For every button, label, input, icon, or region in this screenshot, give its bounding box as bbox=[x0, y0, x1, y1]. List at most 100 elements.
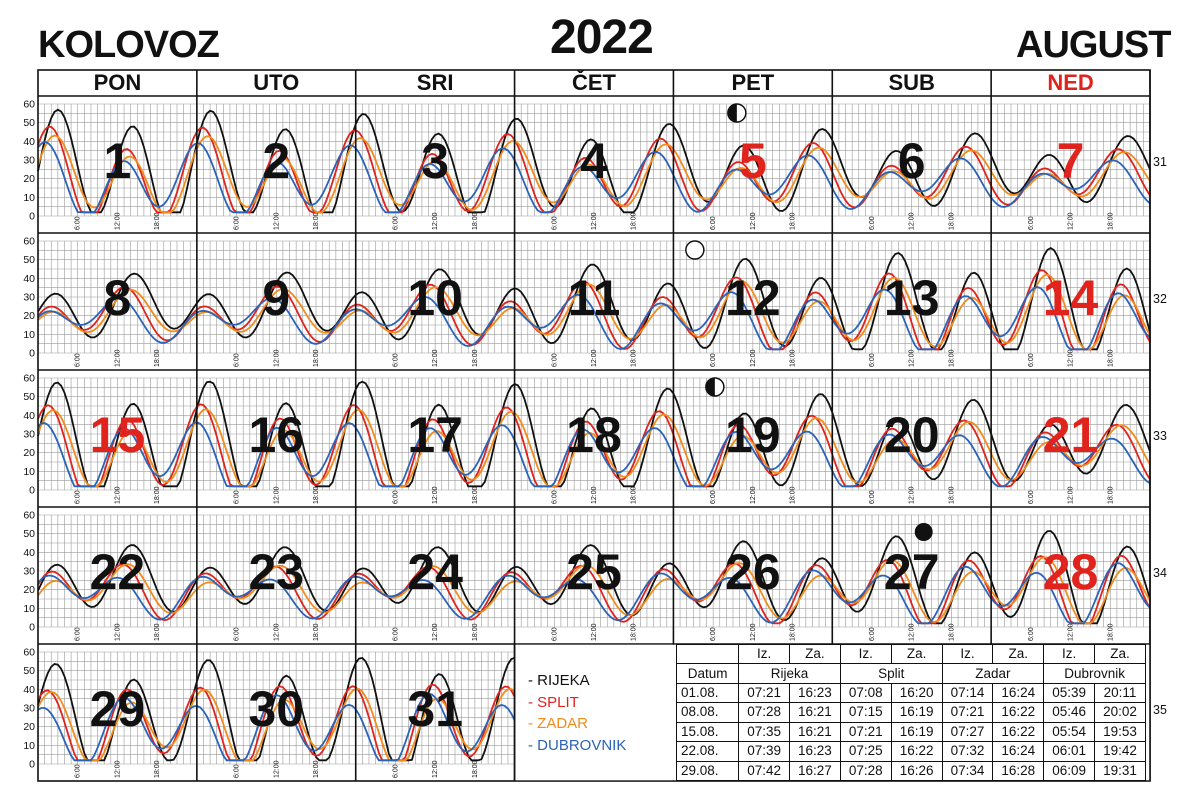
y-tick-label: 40 bbox=[23, 273, 35, 285]
x-tick-label: 18:00 bbox=[790, 486, 797, 504]
y-tick-label: 10 bbox=[23, 192, 35, 204]
table-cell: 16:24 bbox=[992, 741, 1045, 762]
table-header-iz: Iz. bbox=[941, 643, 994, 665]
table-header-za: Za. bbox=[992, 643, 1045, 665]
x-tick-label: 12:00 bbox=[432, 212, 439, 230]
y-tick-label: 30 bbox=[23, 566, 35, 578]
y-tick-label: 30 bbox=[23, 703, 35, 715]
x-tick-label: 18:00 bbox=[472, 623, 479, 641]
y-tick-label: 50 bbox=[23, 665, 35, 677]
x-tick-label: 18:00 bbox=[1107, 212, 1114, 230]
day-number-4: 4 bbox=[580, 133, 608, 189]
x-tick-label: 6:00 bbox=[234, 216, 241, 230]
x-tick-label: 12:00 bbox=[750, 486, 757, 504]
x-tick-label: 18:00 bbox=[948, 349, 955, 367]
moon-phase-new-icon bbox=[914, 523, 933, 541]
day-number-26: 26 bbox=[725, 544, 781, 600]
tide-curve-dubrovnik-week-34 bbox=[37, 562, 1151, 625]
x-tick-label: 6:00 bbox=[1028, 216, 1035, 230]
x-tick-label: 18:00 bbox=[631, 486, 638, 504]
legend: - RIJEKA - SPLIT - ZADAR - DUBROVNIK bbox=[528, 670, 626, 756]
x-tick-label: 12:00 bbox=[909, 486, 916, 504]
x-tick-label: 6:00 bbox=[1028, 353, 1035, 367]
x-tick-label: 18:00 bbox=[154, 349, 161, 367]
x-tick-label: 6:00 bbox=[710, 627, 717, 641]
x-tick-label: 12:00 bbox=[1068, 486, 1075, 504]
x-tick-label: 12:00 bbox=[591, 623, 598, 641]
y-tick-label: 40 bbox=[23, 410, 35, 422]
table-city-split: Split bbox=[839, 663, 943, 684]
table-city-zadar: Zadar bbox=[941, 663, 1045, 684]
day-number-25: 25 bbox=[566, 544, 622, 600]
table-header-za: Za. bbox=[1094, 643, 1146, 665]
y-tick-label: 40 bbox=[23, 136, 35, 148]
x-tick-label: 6:00 bbox=[392, 764, 399, 778]
x-tick-label: 18:00 bbox=[313, 486, 320, 504]
x-tick-label: 6:00 bbox=[551, 353, 558, 367]
x-tick-label: 12:00 bbox=[591, 486, 598, 504]
table-cell: 07:28 bbox=[738, 702, 791, 723]
day-number-12: 12 bbox=[725, 270, 781, 326]
x-tick-label: 18:00 bbox=[472, 212, 479, 230]
day-number-6: 6 bbox=[898, 133, 926, 189]
y-tick-label: 50 bbox=[23, 528, 35, 540]
x-tick-label: 6:00 bbox=[234, 764, 241, 778]
table-cell: 16:28 bbox=[992, 760, 1045, 782]
week-number-32: 32 bbox=[1153, 292, 1167, 306]
table-cell: 07:21 bbox=[839, 721, 892, 743]
weekday-header-4: PET bbox=[731, 70, 774, 95]
table-header-row: Iz. Za. Iz. Za. Iz. Za. Iz. Za. bbox=[675, 643, 1146, 665]
x-tick-label: 12:00 bbox=[591, 349, 598, 367]
x-tick-label: 18:00 bbox=[948, 486, 955, 504]
x-tick-label: 18:00 bbox=[631, 623, 638, 641]
x-tick-label: 12:00 bbox=[114, 486, 121, 504]
table-cell: 07:34 bbox=[941, 760, 994, 782]
y-tick-label: 10 bbox=[23, 329, 35, 341]
x-tick-label: 18:00 bbox=[154, 486, 161, 504]
x-tick-label: 12:00 bbox=[114, 349, 121, 367]
table-cell: 16:22 bbox=[992, 702, 1045, 723]
x-tick-label: 12:00 bbox=[432, 760, 439, 778]
x-tick-label: 12:00 bbox=[432, 623, 439, 641]
table-cell: 16:22 bbox=[992, 721, 1045, 743]
day-number-24: 24 bbox=[407, 544, 463, 600]
table-cell: 16:23 bbox=[789, 682, 841, 704]
tide-curve-rijeka-week-31 bbox=[37, 108, 1151, 214]
x-tick-label: 18:00 bbox=[154, 760, 161, 778]
table-cell: 07:21 bbox=[738, 682, 791, 704]
table-cell: 16:24 bbox=[992, 682, 1045, 704]
table-cell: 07:15 bbox=[839, 702, 892, 723]
table-row: 01.08. 07:21 16:23 07:08 16:20 07:14 16:… bbox=[675, 682, 1146, 704]
moon-phase-first-quarter-icon bbox=[727, 103, 747, 123]
table-header-za: Za. bbox=[890, 643, 943, 665]
tide-curve-rijeka-week-33 bbox=[37, 380, 1151, 488]
table-cell: 06:01 bbox=[1043, 741, 1096, 762]
table-cell: 07:08 bbox=[839, 682, 892, 704]
day-number-22: 22 bbox=[90, 544, 146, 600]
week-row-34: 0 10 20 30 40 50 60 6:00 12:00 18:00 6:00 12:00 18:0… bbox=[23, 510, 1150, 641]
table-cell: 16:26 bbox=[890, 760, 943, 782]
table-cell: 16:19 bbox=[890, 702, 943, 723]
day-number-18: 18 bbox=[566, 407, 622, 463]
table-cell: 05:46 bbox=[1043, 702, 1096, 723]
x-tick-label: 18:00 bbox=[790, 623, 797, 641]
table-cell-date: 15.08. bbox=[675, 721, 740, 743]
x-tick-label: 12:00 bbox=[750, 212, 757, 230]
x-tick-label: 6:00 bbox=[392, 490, 399, 504]
x-tick-label: 18:00 bbox=[313, 212, 320, 230]
day-number-16: 16 bbox=[248, 407, 304, 463]
x-tick-label: 12:00 bbox=[909, 349, 916, 367]
table-header-za: Za. bbox=[789, 643, 841, 665]
legend-item-rijeka: - RIJEKA bbox=[528, 672, 590, 689]
y-tick-label: 20 bbox=[23, 584, 35, 596]
x-tick-label: 18:00 bbox=[631, 212, 638, 230]
x-tick-label: 12:00 bbox=[750, 349, 757, 367]
y-tick-label: 10 bbox=[23, 603, 35, 615]
week-number-35: 35 bbox=[1153, 703, 1167, 717]
table-cell: 20:11 bbox=[1094, 682, 1146, 704]
x-tick-label: 12:00 bbox=[273, 623, 280, 641]
table-header-iz: Iz. bbox=[1043, 643, 1096, 665]
day-number-19: 19 bbox=[725, 407, 781, 463]
x-tick-label: 12:00 bbox=[273, 486, 280, 504]
table-cell: 19:42 bbox=[1094, 741, 1146, 762]
